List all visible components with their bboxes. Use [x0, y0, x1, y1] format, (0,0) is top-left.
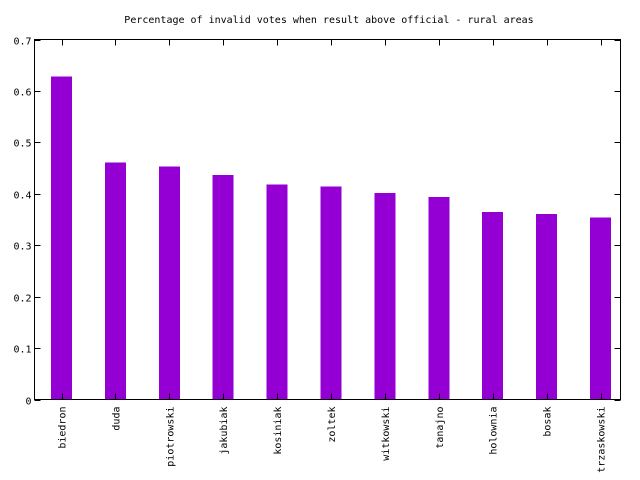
- bar-holownia: [482, 211, 504, 400]
- x-tick-label-duda: duda: [111, 407, 122, 431]
- bar-jakubiak: [212, 174, 234, 400]
- x-tick-label-kosiniak: kosiniak: [273, 407, 284, 455]
- chart-title: Percentage of invalid votes when result …: [124, 15, 533, 26]
- y-tick-label: 0.1: [13, 345, 31, 356]
- y-tick-label: 0: [25, 397, 31, 408]
- y-tick-label: 0.4: [13, 191, 31, 202]
- x-tick-label-zoltek: zoltek: [327, 407, 338, 443]
- x-tick-label-holownia: holownia: [489, 407, 500, 455]
- bar-bosak: [536, 213, 558, 400]
- x-tick-label-trzaskowski: trzaskowski: [597, 407, 608, 473]
- x-tick-label-tanajno: tanajno: [435, 407, 446, 449]
- bar-zoltek: [320, 186, 342, 400]
- x-tick-label-jakubiak: jakubiak: [219, 407, 230, 455]
- x-tick-label-bosak: bosak: [543, 407, 554, 437]
- bar-kosiniak: [266, 184, 288, 400]
- y-tick-label: 0.3: [13, 242, 31, 253]
- x-axis: biedron duda piotrowski jakubiak kosiniak zol…: [58, 39, 608, 473]
- bar-trzaskowski: [590, 217, 611, 400]
- y-tick-label: 0.2: [13, 294, 31, 305]
- y-axis: 0 0.1 0.2 0.3 0.4 0.5 0.6 0.7: [13, 37, 621, 408]
- x-tick-label-witkowski: witkowski: [381, 407, 392, 461]
- bar-biedron: [51, 76, 72, 400]
- bar-piotrowski: [158, 166, 180, 400]
- y-tick-label: 0.6: [13, 88, 31, 99]
- bar-tanajno: [428, 196, 450, 400]
- x-tick-label-biedron: biedron: [58, 407, 69, 449]
- bars-group: [51, 76, 611, 400]
- y-tick-label: 0.5: [13, 139, 31, 150]
- y-tick-label: 0.7: [13, 37, 31, 48]
- plot-frame: [34, 39, 621, 400]
- x-tick-label-piotrowski: piotrowski: [165, 407, 176, 467]
- bar-duda: [104, 162, 126, 400]
- bar-witkowski: [374, 192, 396, 400]
